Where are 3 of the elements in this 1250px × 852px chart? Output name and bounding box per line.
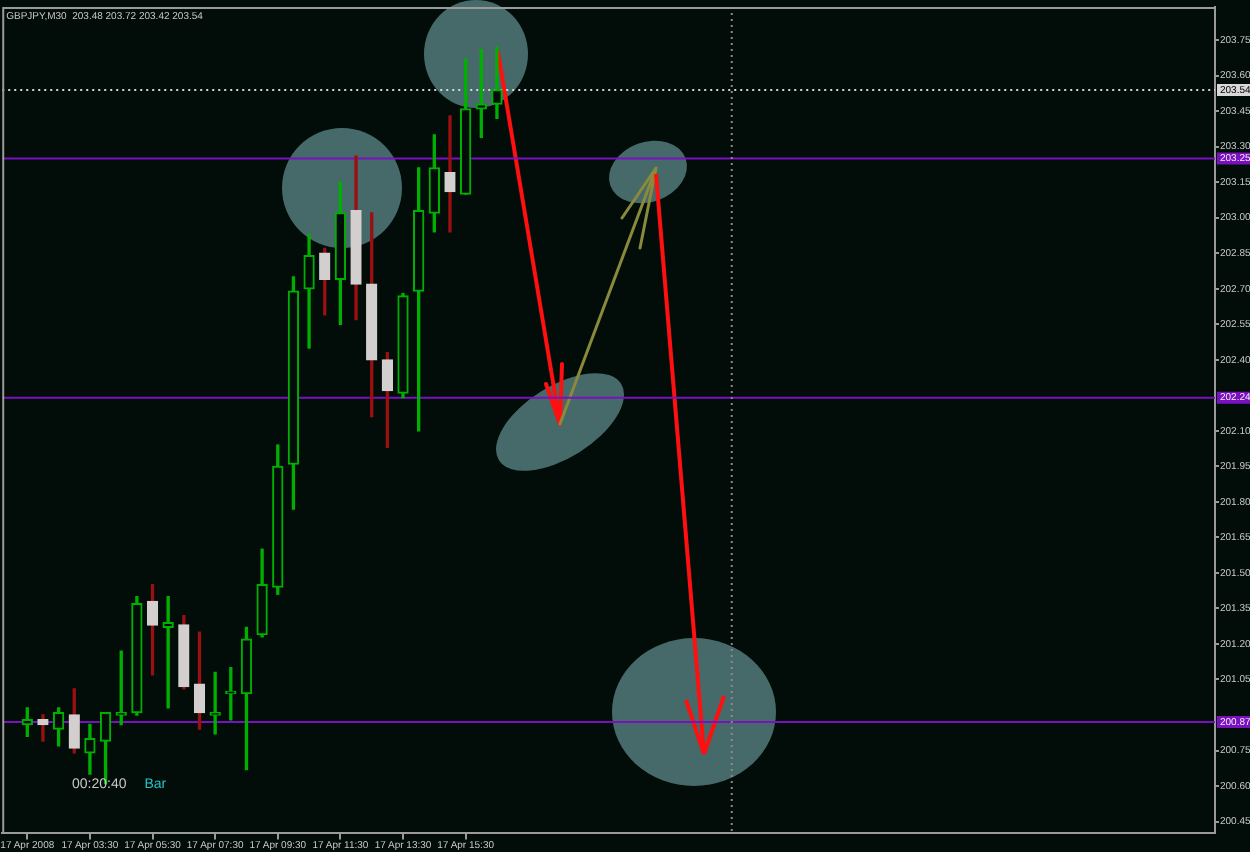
candlestick <box>37 714 49 742</box>
candlestick <box>444 115 456 233</box>
candlestick <box>491 46 503 119</box>
